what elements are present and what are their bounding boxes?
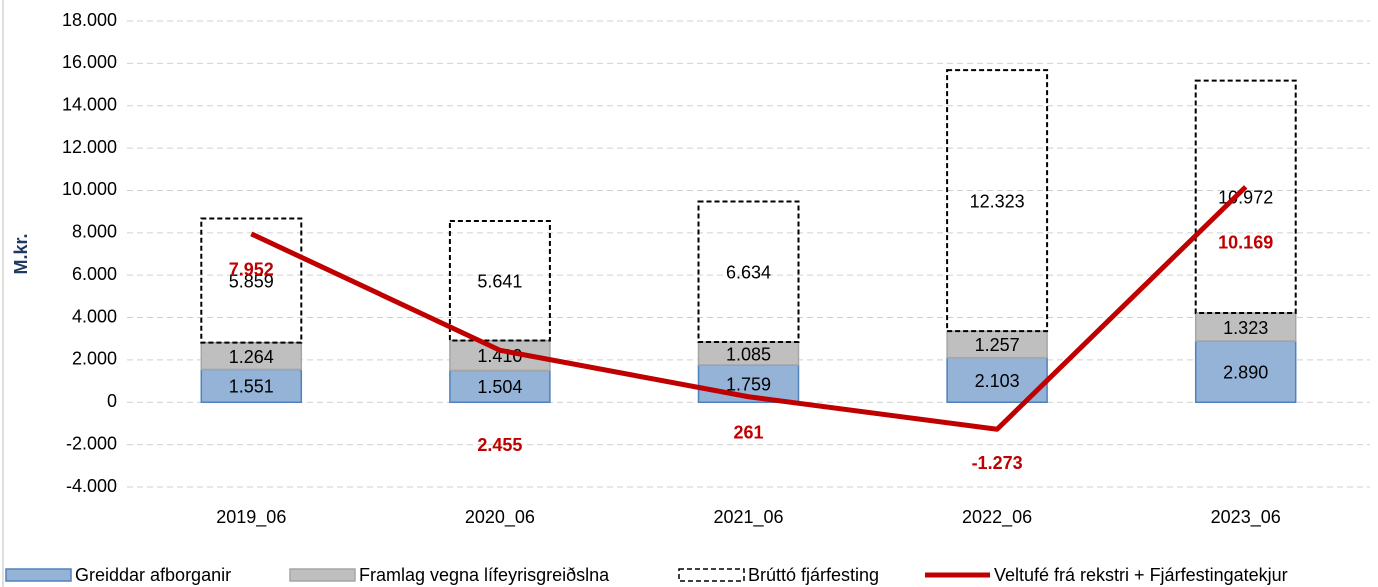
bar-segment	[1194, 79, 1297, 315]
bar-segment	[449, 369, 551, 404]
bar-segment	[697, 200, 800, 344]
line	[250, 185, 1248, 432]
bar-segment	[1194, 312, 1297, 342]
y-tick-label: 8.000	[72, 222, 117, 242]
line-value-label: 261	[733, 422, 763, 442]
y-tick-label: 0	[107, 391, 117, 411]
y-tick-label: 4.000	[72, 306, 117, 326]
legend-swatch	[289, 568, 356, 582]
bar-value-label: 2.103	[975, 371, 1020, 391]
y-tick-label: 12.000	[62, 137, 117, 157]
y-axis-label: M.kr.	[11, 233, 31, 274]
bar-segment	[200, 341, 303, 371]
line-value-label: -1.273	[972, 453, 1023, 473]
bar-value-label: 1.504	[477, 377, 522, 397]
bar-value-label: 12.323	[970, 191, 1025, 211]
bar-value-label: 1.323	[1223, 318, 1268, 338]
bar-segment	[1194, 340, 1297, 404]
bar-segment	[448, 220, 551, 342]
bar-value-label: 1.257	[975, 335, 1020, 355]
line-value-label: 10.169	[1218, 233, 1273, 253]
legend-swatch	[678, 568, 745, 582]
bar-value-label: 5.859	[229, 271, 274, 291]
bar-value-label: 2.890	[1223, 362, 1268, 382]
x-tick-label: 2022_06	[962, 507, 1032, 528]
legend-swatch	[5, 568, 72, 582]
legend-label: Greiddar afborganir	[75, 565, 231, 585]
y-tick-label: 6.000	[72, 264, 117, 284]
y-tick-label: 18.000	[62, 10, 117, 30]
bar-value-label: 6.634	[726, 263, 771, 283]
y-tick-label: -4.000	[66, 476, 117, 496]
x-tick-label: 2021_06	[713, 507, 783, 528]
y-tick-label: -2.000	[66, 433, 117, 453]
bar-segment	[946, 69, 1049, 333]
bar-value-label: 5.641	[477, 272, 522, 292]
bar-value-label: 1.551	[229, 377, 274, 397]
legend-label: Veltufé frá rekstri + Fjárfestingatekjur	[994, 565, 1288, 585]
bar-value-label: 1.085	[726, 344, 771, 364]
legend-label: Brúttó fjárfesting	[748, 565, 879, 585]
y-tick-label: 2.000	[72, 349, 117, 369]
bar-value-label: 1.264	[229, 347, 274, 367]
legend-label: Framlag vegna lífeyrisgreiðslna	[359, 565, 610, 585]
bar-segment	[200, 217, 303, 344]
bar-value-label: 1.759	[726, 374, 771, 394]
y-tick-label: 10.000	[62, 179, 117, 199]
line-value-label: 2.455	[477, 435, 522, 455]
x-tick-label: 2019_06	[216, 507, 286, 528]
x-tick-label: 2020_06	[465, 507, 535, 528]
y-tick-label: 14.000	[62, 94, 117, 114]
line-value-label: 7.952	[229, 260, 274, 280]
y-tick-label: 16.000	[62, 52, 117, 72]
x-tick-label: 2023_06	[1211, 507, 1281, 528]
